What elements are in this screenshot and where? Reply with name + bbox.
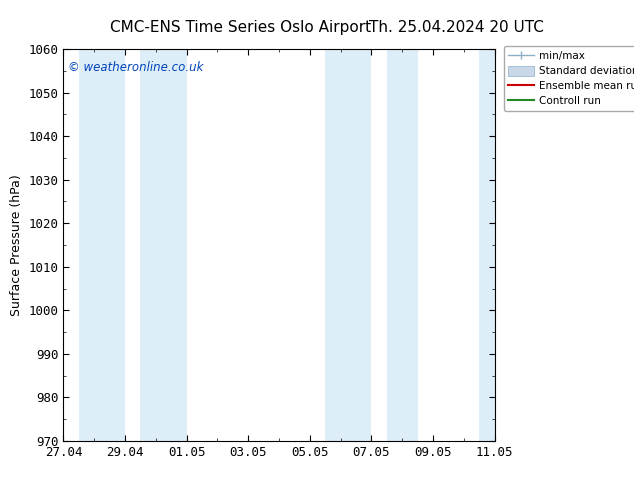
Bar [79, 49, 125, 441]
Bar [479, 49, 495, 441]
Text: © weatheronline.co.uk: © weatheronline.co.uk [68, 61, 203, 74]
Legend: min/max, Standard deviation, Ensemble mean run, Controll run: min/max, Standard deviation, Ensemble me… [504, 47, 634, 111]
Bar [387, 49, 418, 441]
Bar [140, 49, 186, 441]
Bar [325, 49, 372, 441]
Text: CMC-ENS Time Series Oslo Airport: CMC-ENS Time Series Oslo Airport [110, 20, 372, 35]
Y-axis label: Surface Pressure (hPa): Surface Pressure (hPa) [10, 174, 23, 316]
Text: Th. 25.04.2024 20 UTC: Th. 25.04.2024 20 UTC [369, 20, 544, 35]
